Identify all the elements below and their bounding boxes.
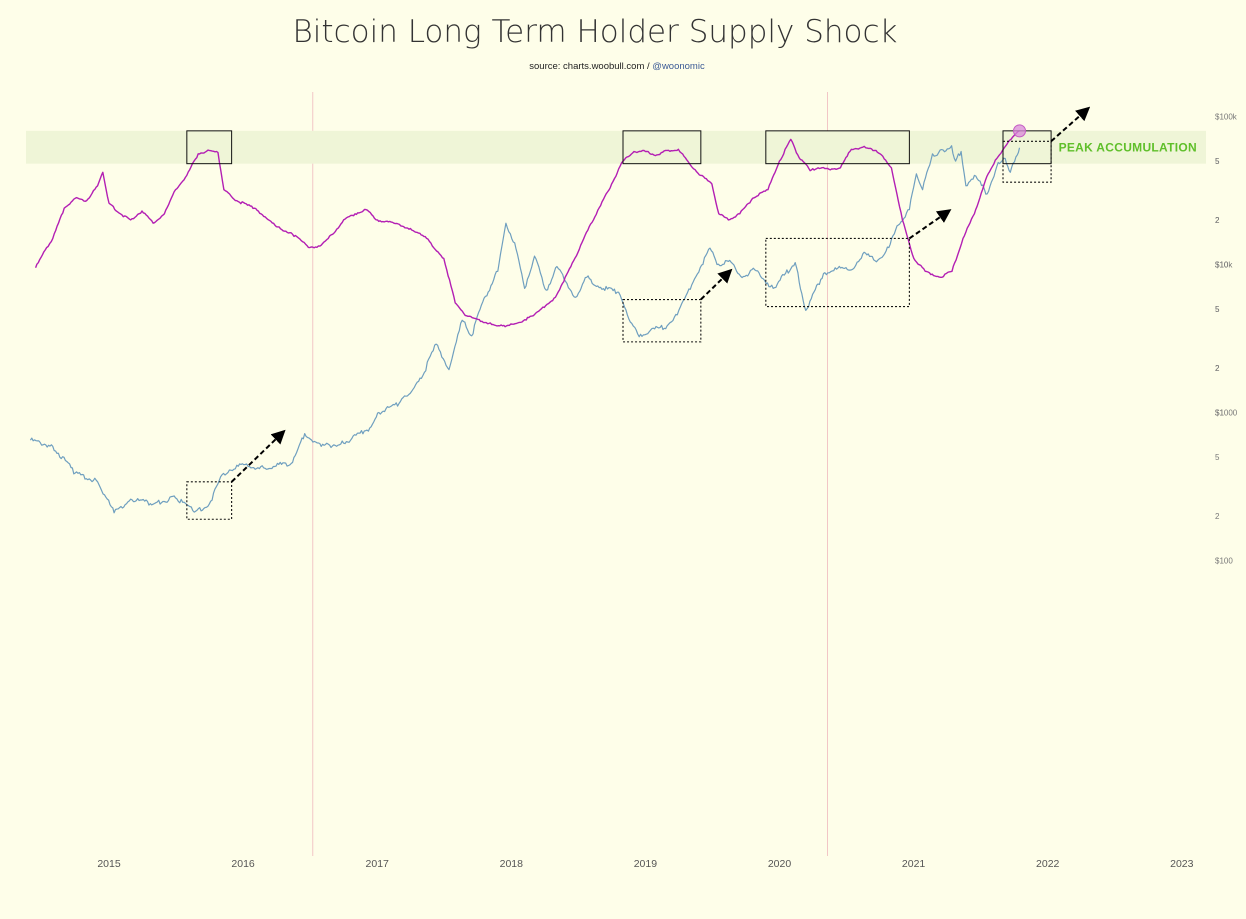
y-tick-label-lower: 5 (1215, 157, 1220, 166)
source-handle-link[interactable]: @woonomic (652, 61, 705, 72)
y-tick-label: 2 (1215, 216, 1220, 225)
y-tick-label: $1000 (1215, 409, 1238, 418)
trend-arrow (908, 209, 952, 240)
peak-accumulation-label: PEAK ACCUMULATION (1059, 140, 1197, 154)
x-tick-label: 2016 (231, 858, 255, 870)
price-box (186, 481, 233, 520)
y-tick-label: 2 (1215, 512, 1220, 521)
accumulation-box (622, 130, 702, 165)
x-tick-label: 2023 (1170, 858, 1194, 870)
price-line (29, 145, 1021, 514)
x-tick-label: 2019 (634, 858, 658, 870)
y-tick-label: 5 (1215, 157, 1220, 166)
y-tick-label-lower: $1 (1215, 409, 1224, 418)
chart-source: source: charts.woobull.com / @woonomic (0, 61, 1234, 72)
accumulation-box (1002, 130, 1052, 165)
y-tick-label: 5 (1215, 305, 1220, 314)
peak-accumulation-band (26, 130, 1206, 164)
y-tick-label: 2 (1215, 364, 1220, 373)
y-tick-label-lower: $10 (1215, 261, 1229, 270)
y-tick-label-lower: 2 (1215, 216, 1220, 225)
y-tick-label: $100k (1215, 113, 1238, 122)
chart-title: Bitcoin Long Term Holder Supply Shock (292, 14, 898, 50)
accumulation-box (186, 130, 233, 165)
x-tick-label: 2018 (500, 858, 524, 870)
x-tick-label: 2015 (97, 858, 121, 870)
y-tick-label-lower: 5 (1215, 305, 1220, 314)
x-tick-label: 2022 (1036, 858, 1060, 870)
supply-shock-line (34, 130, 1020, 328)
current-value-marker (1013, 124, 1027, 138)
y-tick-label: $10k (1215, 261, 1233, 270)
price-box (765, 237, 910, 308)
y-tick-label-lower: 2 (1215, 364, 1220, 373)
x-tick-label: 2017 (366, 858, 390, 870)
trend-arrow (700, 268, 733, 301)
accumulation-box (765, 130, 910, 165)
y-tick-label: 5 (1215, 453, 1220, 462)
x-tick-label: 2021 (902, 858, 926, 870)
trend-arrow (230, 429, 286, 483)
price-box (622, 298, 702, 343)
x-tick-label: 2020 (768, 858, 792, 870)
source-text: source: charts.woobull.com / (529, 61, 653, 72)
y-tick-label: $100 (1215, 557, 1233, 566)
